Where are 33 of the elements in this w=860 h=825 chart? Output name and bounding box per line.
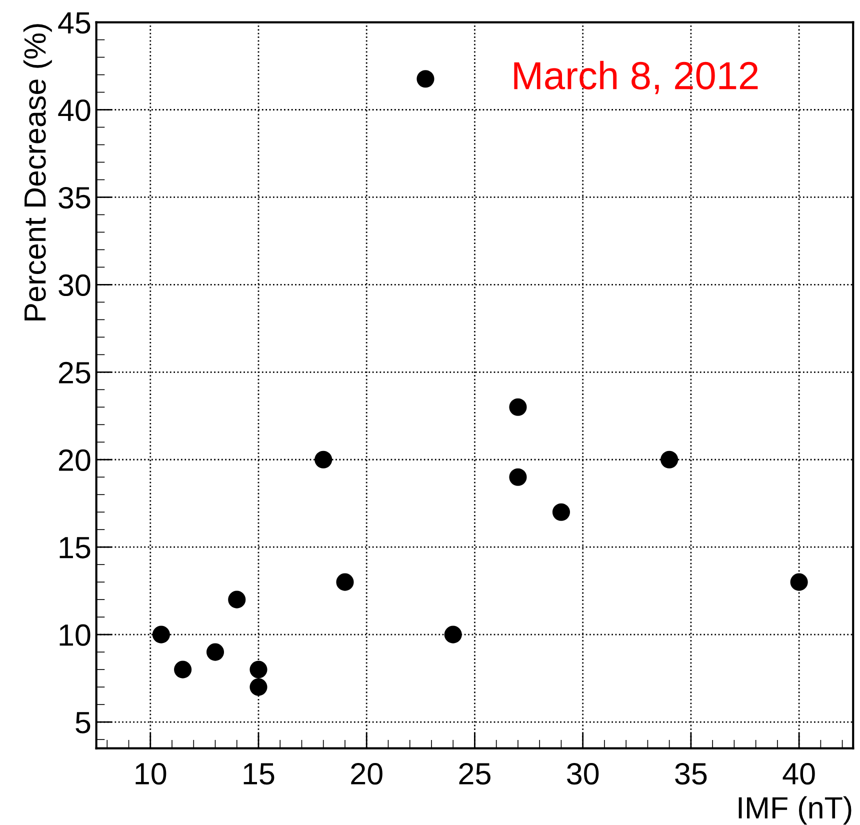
point [174, 660, 192, 678]
y-tick-label: 40 [58, 99, 90, 122]
x-tick-label: 20 [351, 762, 382, 785]
y-tick-label: 20 [59, 449, 90, 471]
point [206, 643, 224, 661]
y-tick-label: 30 [58, 274, 90, 296]
x-tick-label: 10 [136, 762, 166, 785]
x-tick-label: 35 [675, 762, 707, 785]
y-tick-label: 35 [58, 186, 90, 209]
y-tick-label: 15 [60, 537, 90, 558]
y-tick-label: 10 [60, 624, 90, 646]
x-tick-label: 25 [459, 762, 490, 785]
y-tick-label: 45 [58, 12, 90, 34]
x-tick-label: 15 [244, 763, 274, 785]
point [228, 590, 246, 608]
legend-label: March 8, 2012 [514, 60, 758, 94]
point [660, 450, 678, 468]
point [509, 398, 527, 416]
x-tick-label: 30 [567, 762, 599, 785]
x-tick-label: 40 [782, 762, 815, 785]
y-tick-label: 25 [59, 362, 90, 384]
point [444, 626, 462, 644]
point [552, 503, 570, 521]
point [509, 468, 527, 486]
x-axis-title: IMF (nT) [738, 796, 852, 825]
point [790, 573, 808, 591]
point [250, 678, 268, 696]
point [314, 450, 332, 468]
y-tick-label: 5 [76, 712, 90, 734]
point [336, 573, 354, 591]
point [250, 660, 268, 678]
point [152, 626, 170, 644]
y-axis-title: Percent Decrease (%) [23, 24, 52, 320]
